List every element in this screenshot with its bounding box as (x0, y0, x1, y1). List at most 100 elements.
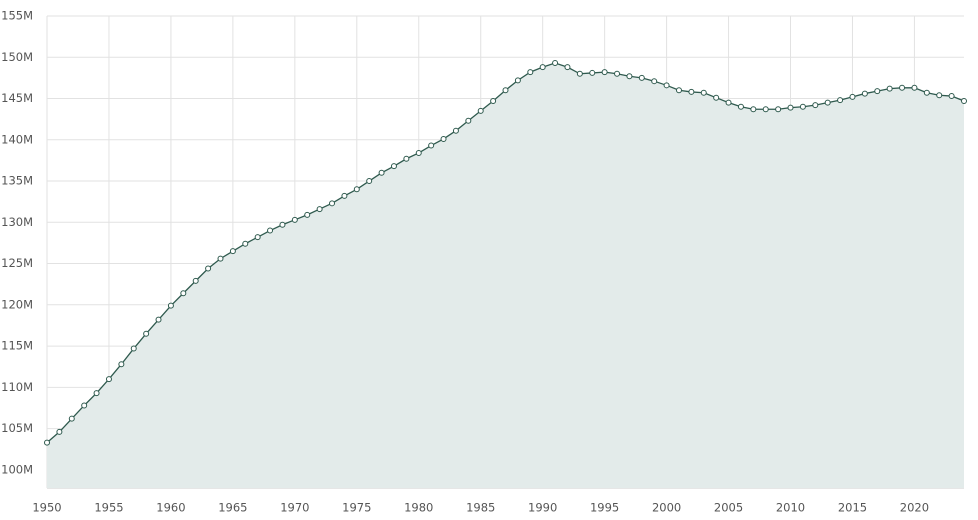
point (415, 149, 422, 156)
point (341, 192, 348, 199)
point (527, 69, 534, 76)
point (713, 94, 720, 101)
point (874, 88, 881, 95)
point (477, 107, 484, 114)
point (155, 316, 162, 323)
point (539, 64, 546, 71)
point (390, 163, 397, 170)
point (675, 87, 682, 94)
y-tick-label: 105M (1, 421, 33, 435)
point (886, 85, 893, 92)
point (242, 240, 249, 247)
x-tick-label: 1970 (280, 501, 309, 515)
point (229, 248, 236, 255)
point (143, 330, 150, 337)
area (47, 63, 964, 488)
point (923, 89, 930, 96)
point (651, 78, 658, 85)
point (93, 390, 100, 397)
point (861, 90, 868, 97)
point (440, 135, 447, 142)
point (812, 102, 819, 109)
point (105, 376, 112, 383)
point (217, 255, 224, 262)
point (118, 361, 125, 368)
point (502, 87, 509, 94)
y-tick-label: 135M (1, 174, 33, 188)
point (428, 142, 435, 149)
point (44, 439, 50, 446)
point (700, 89, 707, 96)
y-tick-label: 150M (1, 50, 33, 64)
point (688, 88, 695, 95)
point (750, 106, 757, 113)
point (56, 428, 63, 435)
point (787, 104, 794, 111)
point (762, 106, 769, 113)
point (775, 106, 782, 113)
point (552, 60, 559, 67)
y-tick-label: 125M (1, 256, 33, 270)
x-tick-label: 1960 (156, 501, 185, 515)
point (304, 211, 311, 218)
y-tick-label: 115M (1, 339, 33, 353)
point (514, 77, 521, 84)
y-tick-label: 130M (1, 215, 33, 229)
point (824, 99, 831, 106)
x-tick-label: 1975 (342, 501, 371, 515)
point (961, 97, 967, 104)
point (626, 73, 633, 80)
x-tick-label: 1950 (32, 501, 61, 515)
x-tick-label: 1985 (466, 501, 495, 515)
point (737, 103, 744, 110)
point (68, 415, 75, 422)
point (81, 402, 88, 409)
x-tick-label: 1990 (528, 501, 557, 515)
point (564, 64, 571, 71)
x-tick-label: 2015 (838, 501, 867, 515)
point (899, 84, 906, 91)
x-tick-label: 1980 (404, 501, 433, 515)
point (601, 69, 608, 76)
point (589, 69, 596, 76)
point (180, 290, 187, 297)
y-tick-label: 100M (1, 462, 33, 476)
y-tick-label: 155M (1, 9, 33, 23)
point (663, 82, 670, 89)
point (192, 277, 199, 284)
y-tick-label: 110M (1, 380, 33, 394)
point (329, 200, 336, 207)
point (490, 97, 497, 104)
y-tick-label: 145M (1, 91, 33, 105)
point (465, 117, 472, 124)
point (366, 178, 373, 185)
point (911, 84, 918, 91)
point (837, 97, 844, 104)
x-tick-label: 2020 (900, 501, 929, 515)
point (291, 216, 298, 223)
point (638, 74, 645, 81)
point (167, 302, 174, 309)
point (452, 127, 459, 134)
x-tick-label: 1995 (590, 501, 619, 515)
x-tick-label: 2000 (652, 501, 681, 515)
point (378, 169, 385, 176)
y-tick-label: 120M (1, 297, 33, 311)
x-tick-label: 2010 (776, 501, 805, 515)
x-tick-label: 1965 (218, 501, 247, 515)
point (936, 92, 943, 99)
point (948, 93, 955, 100)
point (353, 186, 360, 193)
point (849, 93, 856, 100)
point (403, 155, 410, 162)
point (725, 99, 732, 106)
x-tick-label: 1955 (94, 501, 123, 515)
point (254, 234, 261, 241)
point (799, 103, 806, 110)
point (316, 206, 323, 213)
point (267, 227, 274, 234)
y-tick-label: 140M (1, 132, 33, 146)
x-tick-label: 2005 (714, 501, 743, 515)
point (614, 70, 621, 77)
